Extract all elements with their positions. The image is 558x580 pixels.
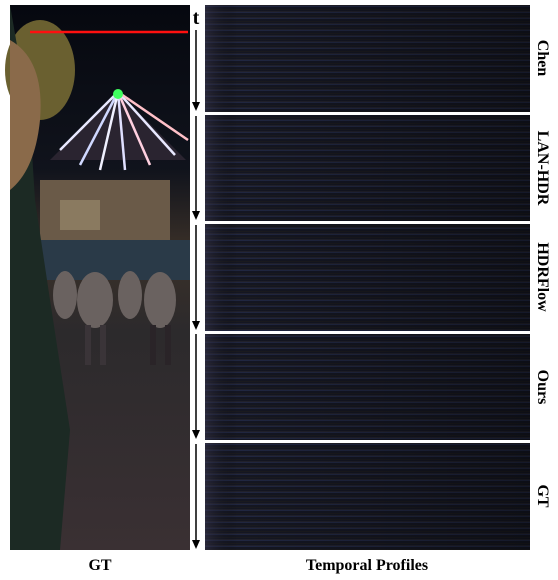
time-label: t — [193, 7, 200, 29]
method-label: HDRFlow — [534, 242, 551, 312]
method-label: LAN-HDR — [534, 131, 551, 206]
profile-panels — [205, 5, 530, 550]
left-caption: GT — [88, 557, 111, 574]
method-label: Ours — [534, 370, 551, 405]
method-label: GT — [534, 484, 551, 507]
right-caption: Temporal Profiles — [306, 557, 428, 574]
method-label: Chen — [534, 40, 551, 77]
time-arrows — [192, 30, 200, 549]
profile-labels: Chen LAN-HDR HDRFlow Ours GT — [534, 40, 551, 508]
photo — [5, 5, 190, 550]
figure: t Chen LAN-HDR HDRFlow Ours GT GT Tempor… — [0, 0, 558, 575]
